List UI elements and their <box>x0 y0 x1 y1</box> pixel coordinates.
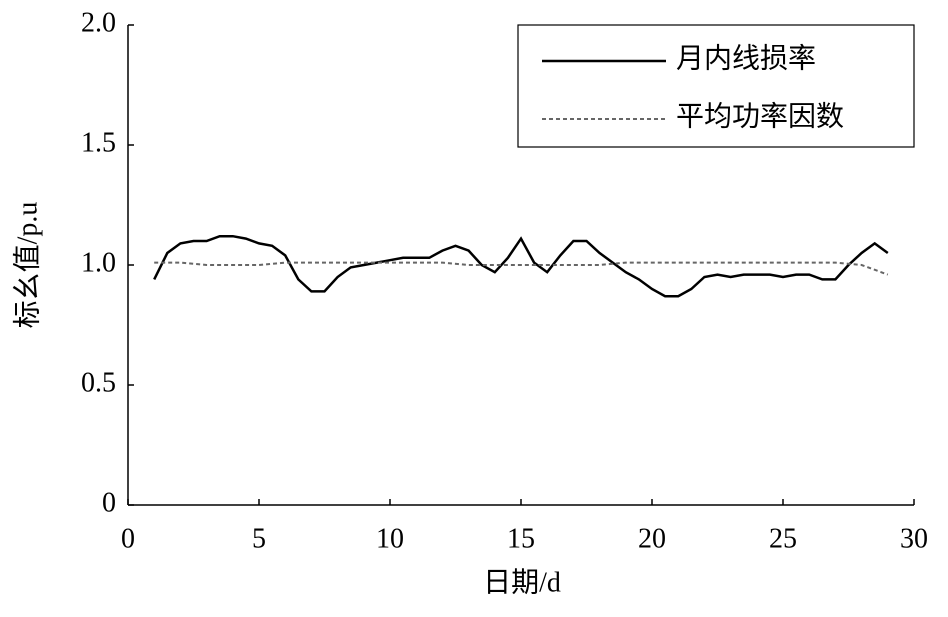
x-tick-label: 30 <box>900 523 928 554</box>
legend-label: 平均功率因数 <box>676 100 844 132</box>
y-tick-label: 1.0 <box>81 247 116 278</box>
x-tick-label: 15 <box>507 523 535 554</box>
x-tick-label: 20 <box>638 523 666 554</box>
y-tick-label: 0 <box>102 487 116 518</box>
y-axis-label: 标幺值/p.u <box>11 202 43 329</box>
x-tick-label: 25 <box>769 523 797 554</box>
x-tick-label: 0 <box>121 523 135 554</box>
x-tick-label: 10 <box>376 523 404 554</box>
legend-box <box>517 24 915 148</box>
legend-label: 月内线损率 <box>676 42 816 74</box>
y-tick-label: 0.5 <box>81 367 116 398</box>
y-tick-label: 2.0 <box>81 7 116 38</box>
series-line <box>153 234 889 298</box>
x-axis-label: 日期/d <box>483 567 561 598</box>
x-tick-label: 5 <box>252 523 266 554</box>
y-tick-label: 1.5 <box>81 127 116 158</box>
series-line <box>154 261 889 276</box>
